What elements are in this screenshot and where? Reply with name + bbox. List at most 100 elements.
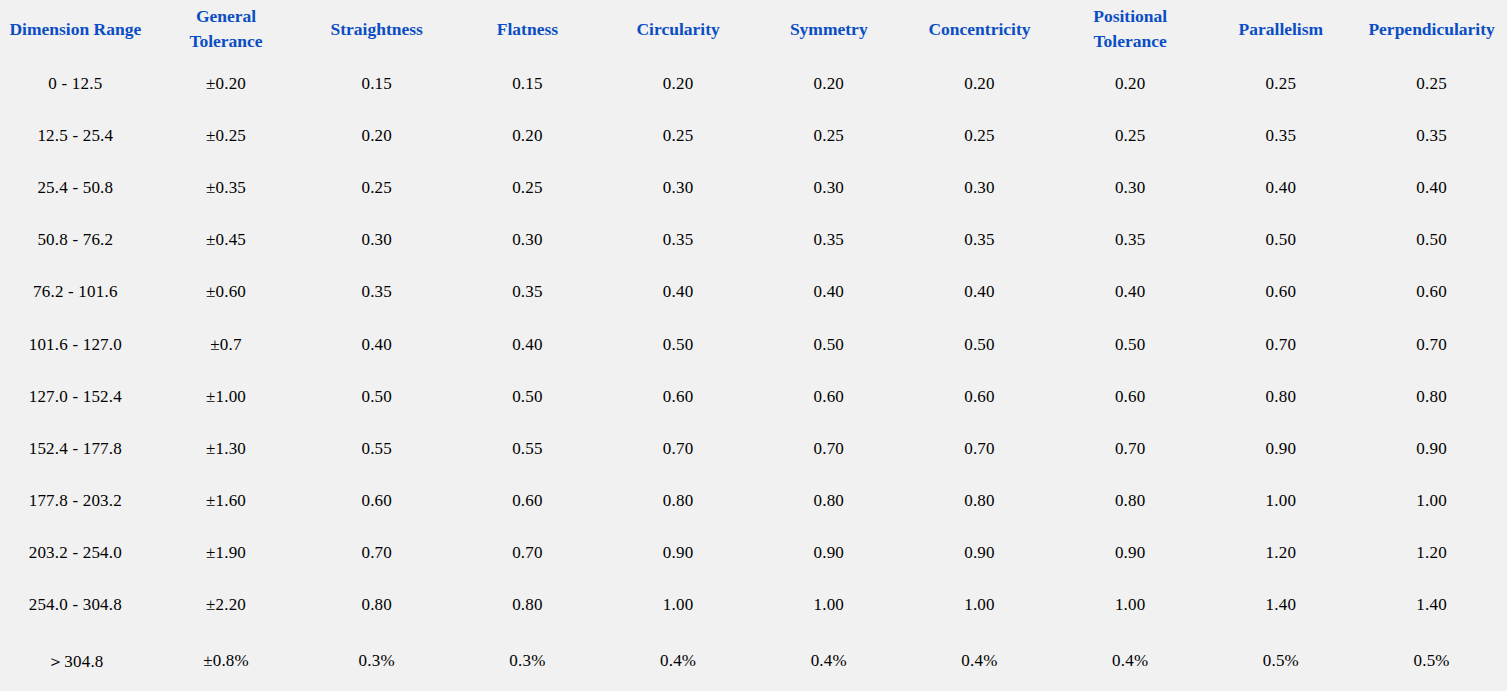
- column-header-flatness: Flatness: [452, 0, 603, 58]
- tolerance-value-cell: 0.70: [904, 423, 1055, 475]
- tolerance-value-cell: 0.25: [1356, 58, 1507, 110]
- tolerance-value-cell: 0.60: [904, 371, 1055, 423]
- tolerance-value-cell: 0.60: [1356, 266, 1507, 318]
- tolerance-table: Dimension Range General Tolerance Straig…: [0, 0, 1507, 691]
- tolerance-value-cell: 0.15: [301, 58, 452, 110]
- tolerance-value-cell: ±1.00: [151, 371, 302, 423]
- tolerance-value-cell: 0.50: [904, 318, 1055, 370]
- tolerance-value-cell: 0.50: [452, 371, 603, 423]
- tolerance-value-cell: 0.60: [603, 371, 754, 423]
- tolerance-value-cell: ±0.25: [151, 110, 302, 162]
- table-row: 12.5 - 25.4±0.250.200.200.250.250.250.25…: [0, 110, 1507, 162]
- tolerance-value-cell: 0.4%: [753, 631, 904, 691]
- tolerance-value-cell: 0.30: [904, 162, 1055, 214]
- tolerance-value-cell: 0.25: [452, 162, 603, 214]
- tolerance-value-cell: ±1.90: [151, 527, 302, 579]
- tolerance-value-cell: 0.55: [301, 423, 452, 475]
- tolerance-value-cell: 0.70: [301, 527, 452, 579]
- tolerance-value-cell: 0.50: [1055, 318, 1206, 370]
- tolerance-value-cell: 0.30: [452, 214, 603, 266]
- tolerance-value-cell: 0.90: [1206, 423, 1357, 475]
- tolerance-value-cell: 0.35: [1206, 110, 1357, 162]
- tolerance-value-cell: 0.25: [603, 110, 754, 162]
- dimension-range-cell: 12.5 - 25.4: [0, 110, 151, 162]
- tolerance-value-cell: 0.50: [1356, 214, 1507, 266]
- tolerance-value-cell: 0.20: [753, 58, 904, 110]
- tolerance-value-cell: 1.40: [1206, 579, 1357, 631]
- tolerance-value-cell: 0.3%: [452, 631, 603, 691]
- column-header-straightness: Straightness: [301, 0, 452, 58]
- tolerance-value-cell: 0.25: [753, 110, 904, 162]
- table-row: 101.6 - 127.0±0.70.400.400.500.500.500.5…: [0, 318, 1507, 370]
- tolerance-value-cell: 0.40: [1206, 162, 1357, 214]
- table-row: ＞304.8±0.8%0.3%0.3%0.4%0.4%0.4%0.4%0.5%0…: [0, 631, 1507, 691]
- dimension-range-cell: ＞304.8: [0, 631, 151, 691]
- tolerance-value-cell: 0.80: [1206, 371, 1357, 423]
- tolerance-value-cell: 0.40: [904, 266, 1055, 318]
- tolerance-value-cell: 0.70: [603, 423, 754, 475]
- dimension-range-cell: 177.8 - 203.2: [0, 475, 151, 527]
- table-header: Dimension Range General Tolerance Straig…: [0, 0, 1507, 58]
- dimension-range-cell: 101.6 - 127.0: [0, 318, 151, 370]
- tolerance-value-cell: 0.35: [603, 214, 754, 266]
- tolerance-value-cell: 0.70: [753, 423, 904, 475]
- column-header-concentricity: Concentricity: [904, 0, 1055, 58]
- tolerance-value-cell: 0.35: [904, 214, 1055, 266]
- tolerance-value-cell: ±0.20: [151, 58, 302, 110]
- table-row: 203.2 - 254.0±1.900.700.700.900.900.900.…: [0, 527, 1507, 579]
- tolerance-value-cell: 0.20: [1055, 58, 1206, 110]
- tolerance-value-cell: 0.35: [452, 266, 603, 318]
- tolerance-value-cell: 0.20: [603, 58, 754, 110]
- tolerance-value-cell: 0.25: [1055, 110, 1206, 162]
- tolerance-value-cell: 0.35: [1055, 214, 1206, 266]
- tolerance-value-cell: 0.40: [1055, 266, 1206, 318]
- tolerance-value-cell: 0.80: [1055, 475, 1206, 527]
- tolerance-value-cell: 0.80: [753, 475, 904, 527]
- table-row: 152.4 - 177.8±1.300.550.550.700.700.700.…: [0, 423, 1507, 475]
- tolerance-value-cell: 0.90: [904, 527, 1055, 579]
- tolerance-value-cell: 0.50: [1206, 214, 1357, 266]
- tolerance-value-cell: 1.00: [753, 579, 904, 631]
- tolerance-value-cell: 0.4%: [904, 631, 1055, 691]
- tolerance-value-cell: 0.70: [1055, 423, 1206, 475]
- tolerance-value-cell: 0.30: [753, 162, 904, 214]
- column-header-parallelism: Parallelism: [1206, 0, 1357, 58]
- tolerance-value-cell: ±2.20: [151, 579, 302, 631]
- tolerance-value-cell: 0.25: [1206, 58, 1357, 110]
- page: { "title": "Dimensional tolerance refere…: [0, 0, 1507, 691]
- tolerance-value-cell: 0.3%: [301, 631, 452, 691]
- tolerance-value-cell: 0.40: [1356, 162, 1507, 214]
- tolerance-value-cell: 0.50: [301, 371, 452, 423]
- tolerance-value-cell: 1.20: [1206, 527, 1357, 579]
- dimension-range-cell: 0 - 12.5: [0, 58, 151, 110]
- table-row: 25.4 - 50.8±0.350.250.250.300.300.300.30…: [0, 162, 1507, 214]
- tolerance-value-cell: 0.4%: [1055, 631, 1206, 691]
- table-row: 177.8 - 203.2±1.600.600.600.800.800.800.…: [0, 475, 1507, 527]
- tolerance-value-cell: 1.00: [1356, 475, 1507, 527]
- table-row: 50.8 - 76.2±0.450.300.300.350.350.350.35…: [0, 214, 1507, 266]
- tolerance-value-cell: 0.80: [603, 475, 754, 527]
- dimension-range-cell: 127.0 - 152.4: [0, 371, 151, 423]
- tolerance-value-cell: 0.70: [452, 527, 603, 579]
- column-header-perpendicularity: Perpendicularity: [1356, 0, 1507, 58]
- tolerance-value-cell: ±0.45: [151, 214, 302, 266]
- tolerance-value-cell: 0.80: [1356, 371, 1507, 423]
- tolerance-value-cell: 0.80: [452, 579, 603, 631]
- tolerance-value-cell: 0.80: [301, 579, 452, 631]
- tolerance-value-cell: 0.70: [1356, 318, 1507, 370]
- tolerance-value-cell: ±0.8%: [151, 631, 302, 691]
- tolerance-value-cell: 0.25: [301, 162, 452, 214]
- tolerance-value-cell: 0.90: [753, 527, 904, 579]
- tolerance-value-cell: 0.80: [904, 475, 1055, 527]
- tolerance-value-cell: 0.90: [1055, 527, 1206, 579]
- tolerance-value-cell: 1.00: [1055, 579, 1206, 631]
- dimension-range-cell: 203.2 - 254.0: [0, 527, 151, 579]
- column-header-circularity: Circularity: [603, 0, 754, 58]
- tolerance-value-cell: 0.60: [1206, 266, 1357, 318]
- tolerance-value-cell: 0.20: [301, 110, 452, 162]
- tolerance-value-cell: 0.40: [753, 266, 904, 318]
- tolerance-value-cell: ±1.30: [151, 423, 302, 475]
- tolerance-value-cell: 0.35: [1356, 110, 1507, 162]
- tolerance-value-cell: 0.15: [452, 58, 603, 110]
- dimension-range-cell: 25.4 - 50.8: [0, 162, 151, 214]
